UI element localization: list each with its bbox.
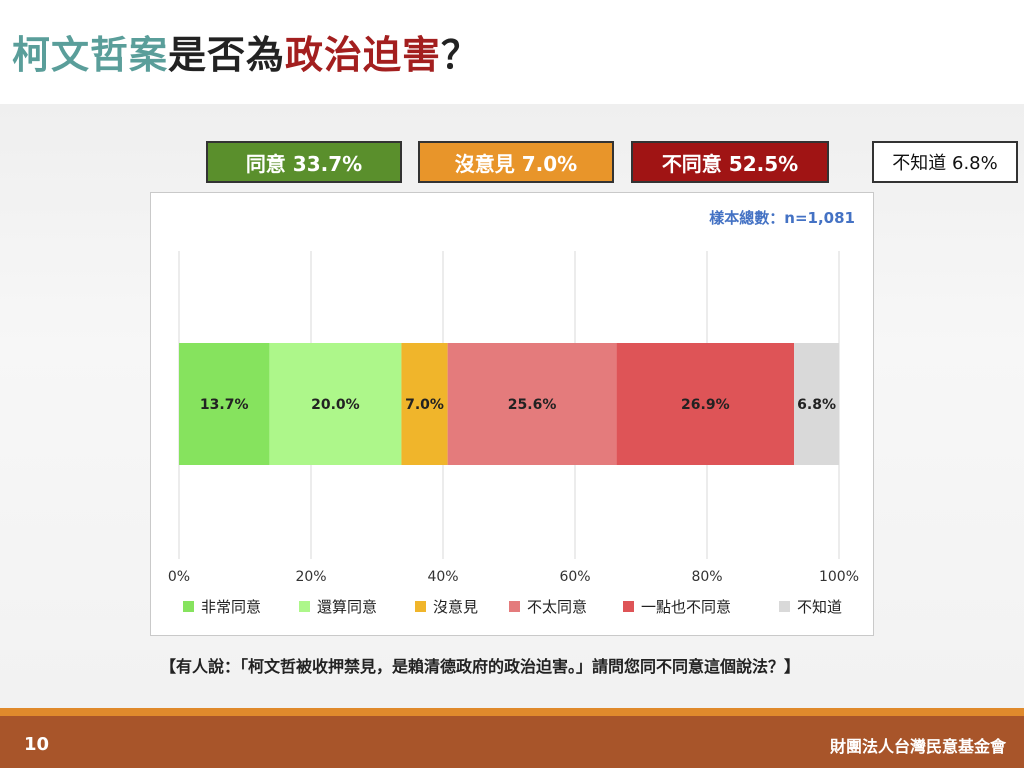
title-part: ？ bbox=[441, 33, 481, 77]
legend-swatch bbox=[509, 601, 520, 612]
page-title: 柯文哲案是否為政治迫害？ bbox=[12, 24, 480, 79]
data-label: 6.8% bbox=[797, 397, 836, 413]
legend-label: 不知道 bbox=[797, 598, 842, 616]
legend-swatch bbox=[183, 601, 194, 612]
data-label: 13.7% bbox=[200, 397, 249, 413]
legend-swatch bbox=[623, 601, 634, 612]
bar-segment bbox=[179, 343, 270, 465]
summary-dont-know: 不知道 6.8% bbox=[872, 141, 1018, 183]
bar-segment bbox=[401, 343, 448, 465]
x-tick-label: 20% bbox=[295, 569, 326, 585]
chart-panel: 樣本總數：n=1,081 0% 20% 40% 60% 80% 100% 13.7% 20.0… bbox=[150, 192, 874, 636]
bar-segment bbox=[447, 343, 617, 465]
survey-question: 【有人說：「柯文哲被收押禁見，是賴清德政府的政治迫害。」請問您同不同意這個說法？… bbox=[160, 657, 801, 676]
data-label: 7.0% bbox=[405, 397, 444, 413]
legend-label: 還算同意 bbox=[317, 598, 377, 616]
x-tick-label: 100% bbox=[819, 569, 859, 585]
title-bar: 柯文哲案是否為政治迫害？ bbox=[0, 0, 1024, 104]
data-label: 25.6% bbox=[508, 397, 557, 413]
legend-swatch bbox=[779, 601, 790, 612]
data-label: 20.0% bbox=[311, 397, 360, 413]
organization-name: 財團法人台灣民意基金會 bbox=[829, 737, 1006, 756]
title-part: 是否為 bbox=[168, 33, 286, 77]
title-part: 政治迫害 bbox=[285, 33, 442, 77]
data-label: 26.9% bbox=[681, 397, 730, 413]
legend-label: 沒意見 bbox=[433, 598, 478, 616]
summary-agree: 同意 33.7% bbox=[206, 141, 402, 183]
page-number: 10 bbox=[24, 734, 50, 755]
footer-bar: 10 財團法人台灣民意基金會 bbox=[0, 708, 1024, 768]
bar-segment bbox=[269, 343, 402, 465]
stacked-bar-chart: 0% 20% 40% 60% 80% 100% 13.7% 20.0% 7.0% 25.6% 26.… bbox=[168, 251, 859, 616]
legend-label: 不太同意 bbox=[527, 598, 587, 616]
x-tick-label: 0% bbox=[168, 569, 190, 585]
title-part: 柯文哲案 bbox=[12, 33, 169, 77]
x-tick-label: 40% bbox=[427, 569, 458, 585]
legend-swatch bbox=[415, 601, 426, 612]
bar-segment bbox=[616, 343, 795, 465]
summary-disagree: 不同意 52.5% bbox=[631, 141, 829, 183]
summary-no-opinion: 沒意見 7.0% bbox=[418, 141, 614, 183]
bar-segment bbox=[794, 343, 839, 465]
sample-size-label: 樣本總數：n=1,081 bbox=[709, 209, 855, 227]
x-tick-label: 80% bbox=[691, 569, 722, 585]
x-tick-label: 60% bbox=[559, 569, 590, 585]
legend-swatch bbox=[299, 601, 310, 612]
legend-label: 一點也不同意 bbox=[641, 598, 731, 616]
legend-label: 非常同意 bbox=[201, 598, 261, 616]
